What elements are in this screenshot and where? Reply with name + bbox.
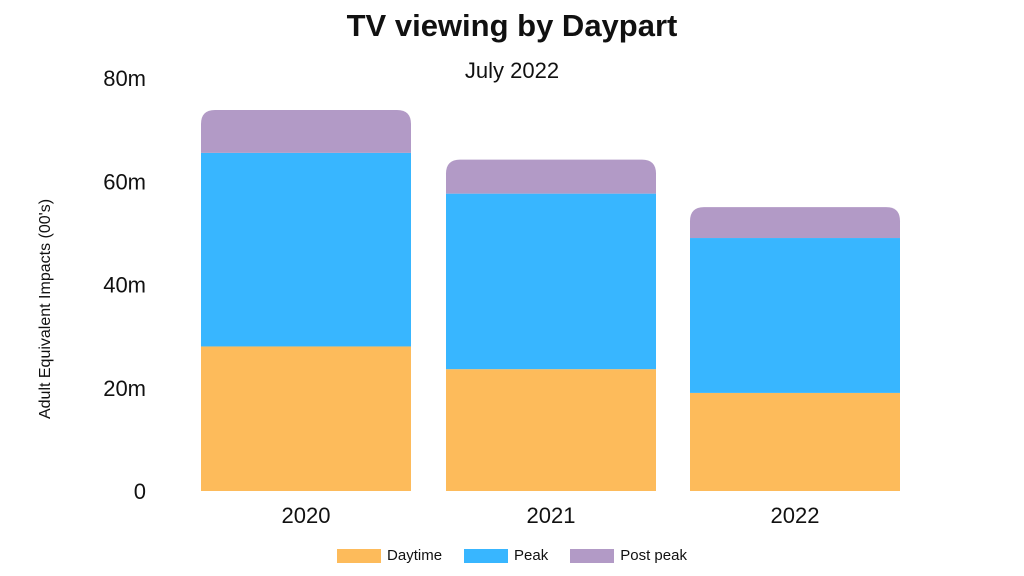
x-tick-label: 2020: [282, 503, 331, 528]
legend-label-peak: Peak: [514, 547, 549, 564]
legend-swatch-post-peak: [570, 548, 615, 563]
chart-subtitle: July 2022: [464, 58, 560, 83]
legend-swatch-peak: [464, 548, 509, 563]
chart-title: TV viewing by Daypart: [346, 8, 678, 43]
bar-segment-daytime-2021: [446, 369, 656, 491]
bar-segment-peak-2020: [201, 152, 411, 347]
legend-item-daytime: Daytime: [337, 547, 442, 564]
y-tick-label: 0: [134, 479, 146, 504]
bar-segment-peak-2022: [690, 238, 900, 393]
bar-segment-daytime-2022: [690, 392, 900, 491]
y-tick-label: 40m: [103, 273, 146, 298]
y-tick-label: 20m: [103, 376, 146, 401]
stacked-bar-chart: 0 20m 40m 60m 80m 2020 2021 2022: [103, 66, 900, 528]
y-tick-label: 60m: [103, 169, 146, 194]
x-tick-label: 2021: [527, 503, 576, 528]
legend-label-daytime: Daytime: [387, 547, 443, 564]
x-tick-label: 2022: [771, 503, 820, 528]
bar-segment-post-peak-2021: [446, 159, 656, 194]
bar-segment-peak-2021: [446, 193, 656, 370]
legend-swatch-daytime: [337, 548, 382, 563]
bar-segment-daytime-2020: [201, 346, 411, 491]
legend: Daytime Peak Post peak: [0, 547, 1024, 564]
legend-label-post-peak: Post peak: [620, 547, 687, 564]
bar-segment-post-peak-2020: [201, 110, 411, 153]
legend-item-post-peak: Post peak: [570, 547, 687, 564]
legend-item-peak: Peak: [464, 547, 548, 564]
y-tick-label: 80m: [103, 66, 146, 91]
bar-segment-post-peak-2022: [690, 207, 900, 239]
